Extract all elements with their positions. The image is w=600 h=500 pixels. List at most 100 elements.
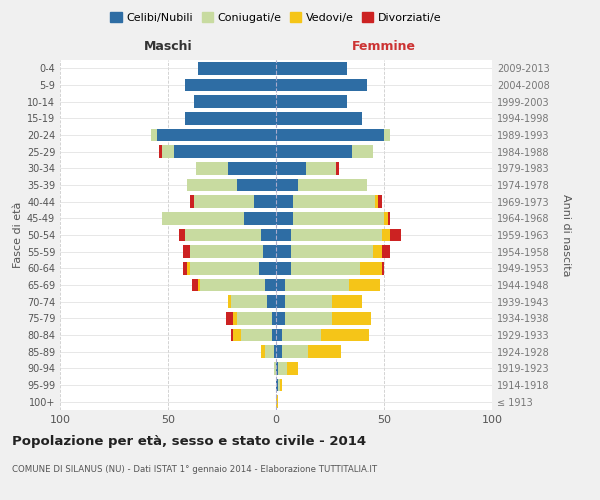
Bar	[276, 129, 384, 141]
Bar	[272, 329, 276, 341]
Bar	[283, 329, 322, 341]
Bar	[284, 296, 332, 308]
Bar	[190, 262, 259, 274]
Bar	[276, 279, 284, 291]
Bar	[291, 262, 360, 274]
Bar	[291, 246, 373, 258]
Bar	[161, 146, 175, 158]
Bar	[276, 362, 278, 374]
Bar	[183, 262, 187, 274]
Bar	[276, 146, 352, 158]
Text: COMUNE DI SILANUS (NU) - Dati ISTAT 1° gennaio 2014 - Elaborazione TUTTITALIA.IT: COMUNE DI SILANUS (NU) - Dati ISTAT 1° g…	[12, 465, 377, 474]
Bar	[198, 62, 276, 74]
Bar	[200, 279, 265, 291]
Bar	[229, 162, 276, 174]
Bar	[276, 229, 291, 241]
Bar	[237, 179, 276, 192]
Bar	[185, 229, 261, 241]
Bar	[276, 312, 284, 324]
Bar	[187, 179, 237, 192]
Bar	[360, 262, 382, 274]
Bar	[284, 279, 349, 291]
Bar	[276, 262, 291, 274]
Bar	[276, 179, 298, 192]
Y-axis label: Anni di nascita: Anni di nascita	[561, 194, 571, 276]
Bar	[337, 162, 338, 174]
Bar	[308, 346, 341, 358]
Bar	[268, 296, 276, 308]
Bar	[230, 296, 268, 308]
Bar	[293, 212, 384, 224]
Bar	[263, 246, 276, 258]
Bar	[161, 212, 244, 224]
Bar	[183, 246, 190, 258]
Bar	[276, 329, 283, 341]
Bar	[278, 362, 287, 374]
Bar	[384, 129, 391, 141]
Bar	[298, 179, 367, 192]
Bar	[306, 162, 337, 174]
Bar	[157, 129, 276, 141]
Bar	[196, 162, 229, 174]
Bar	[276, 379, 278, 391]
Bar	[185, 112, 276, 124]
Bar	[190, 196, 194, 208]
Bar	[160, 146, 161, 158]
Bar	[274, 346, 276, 358]
Bar	[276, 96, 347, 108]
Bar	[272, 312, 276, 324]
Bar	[373, 246, 382, 258]
Bar	[175, 146, 276, 158]
Y-axis label: Fasce di età: Fasce di età	[13, 202, 23, 268]
Bar	[192, 279, 198, 291]
Bar	[276, 62, 347, 74]
Text: Maschi: Maschi	[143, 40, 193, 53]
Bar	[261, 229, 276, 241]
Bar	[229, 296, 230, 308]
Bar	[283, 346, 308, 358]
Bar	[190, 246, 263, 258]
Bar	[276, 246, 291, 258]
Bar	[194, 196, 254, 208]
Text: Femmine: Femmine	[352, 40, 416, 53]
Bar	[332, 312, 371, 324]
Bar	[391, 229, 401, 241]
Bar	[265, 279, 276, 291]
Bar	[179, 229, 185, 241]
Bar	[276, 79, 367, 92]
Bar	[376, 196, 377, 208]
Bar	[187, 262, 190, 274]
Bar	[322, 329, 369, 341]
Legend: Celibi/Nubili, Coniugati/e, Vedovi/e, Divorziati/e: Celibi/Nubili, Coniugati/e, Vedovi/e, Di…	[106, 8, 446, 28]
Bar	[276, 296, 284, 308]
Bar	[274, 362, 276, 374]
Bar	[226, 312, 233, 324]
Bar	[384, 212, 388, 224]
Bar	[276, 396, 278, 408]
Bar	[185, 79, 276, 92]
Bar	[284, 312, 332, 324]
Bar	[244, 212, 276, 224]
Bar	[254, 196, 276, 208]
Bar	[233, 312, 237, 324]
Bar	[287, 362, 298, 374]
Bar	[382, 246, 391, 258]
Bar	[332, 296, 362, 308]
Bar	[377, 196, 382, 208]
Bar	[382, 262, 384, 274]
Bar	[291, 229, 382, 241]
Bar	[151, 129, 157, 141]
Bar	[276, 112, 362, 124]
Bar	[382, 229, 391, 241]
Bar	[276, 212, 293, 224]
Bar	[194, 96, 276, 108]
Bar	[280, 379, 283, 391]
Bar	[276, 162, 306, 174]
Bar	[237, 312, 272, 324]
Bar	[293, 196, 376, 208]
Bar	[198, 279, 200, 291]
Bar	[241, 329, 272, 341]
Bar	[278, 379, 280, 391]
Bar	[276, 196, 293, 208]
Bar	[352, 146, 373, 158]
